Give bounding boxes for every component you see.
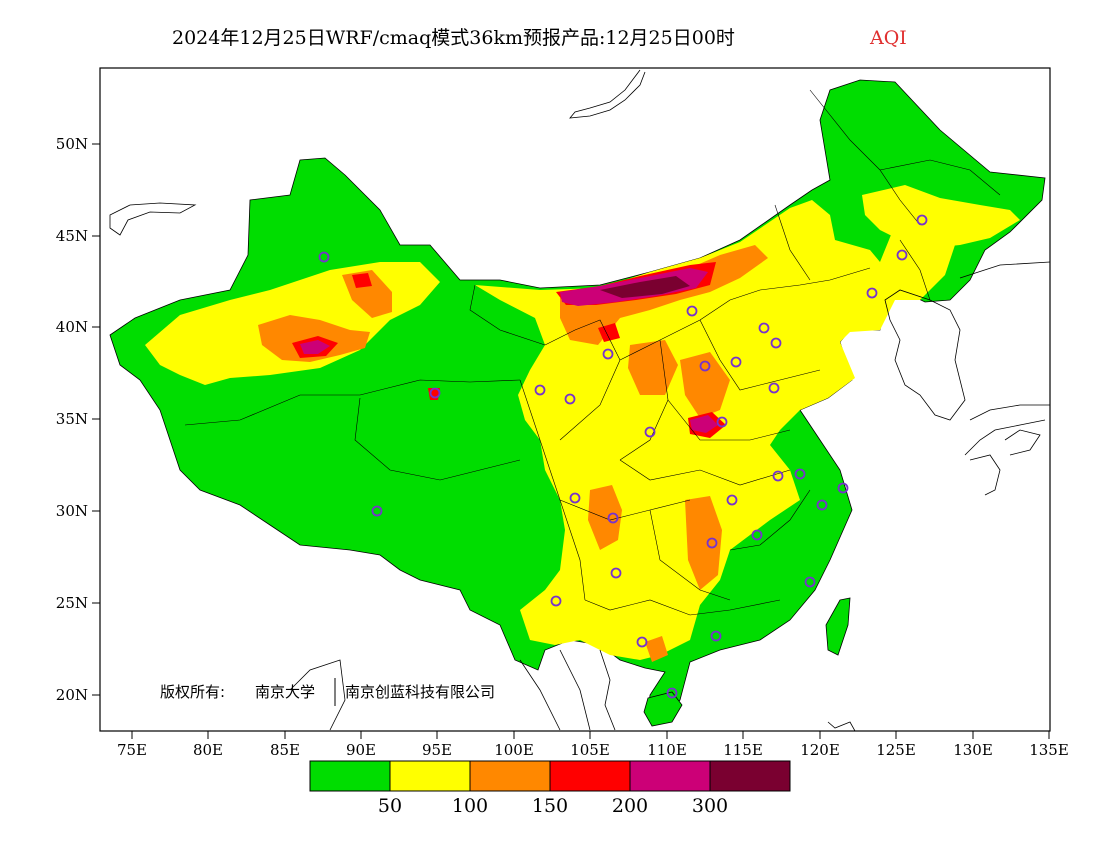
city-marker <box>816 499 828 511</box>
city-marker <box>550 595 562 607</box>
region-orange-sichuan <box>588 485 622 550</box>
city-marker <box>534 384 546 396</box>
city-marker <box>772 470 784 482</box>
region-magenta-xj <box>300 340 330 354</box>
region-orange-guangxi <box>645 636 668 662</box>
city-marker <box>837 482 849 494</box>
copyright-org2: 南京创蓝科技有限公司 <box>345 683 495 701</box>
city-marker <box>686 305 698 317</box>
region-taiwan <box>825 597 851 656</box>
lon-label: 100E <box>494 741 534 759</box>
lat-labels: 50N 45N 40N 35N 30N 25N 20N <box>56 135 88 704</box>
city-marker <box>636 636 648 648</box>
lat-label: 50N <box>56 135 88 153</box>
city-marker <box>804 576 816 588</box>
lon-label: 135E <box>1029 741 1069 759</box>
lon-label: 125E <box>876 741 916 759</box>
city-marker <box>607 512 619 524</box>
legend-color-box <box>629 760 711 792</box>
lon-label: 110E <box>647 741 687 759</box>
city-marker <box>751 529 763 541</box>
map-area: 版权所有: 南京大学 南京创蓝科技有限公司 <box>109 69 1050 731</box>
region-orange-henan <box>680 352 730 418</box>
legend-label: 300 <box>692 795 728 817</box>
lon-axis <box>131 731 1050 739</box>
lon-label: 75E <box>117 741 147 759</box>
province-boundaries <box>184 89 1001 616</box>
city-marker <box>794 468 806 480</box>
lat-axis <box>92 143 100 696</box>
lon-label: 115E <box>723 741 763 759</box>
lat-label: 25N <box>56 594 88 612</box>
map-frame <box>99 67 1051 732</box>
city-marker <box>666 687 678 699</box>
city-marker <box>726 494 738 506</box>
region-red-xj2 <box>352 273 372 288</box>
legend-color-box <box>709 760 791 792</box>
city-markers <box>318 214 928 699</box>
legend-label: 150 <box>532 795 568 817</box>
city-marker <box>371 505 383 517</box>
region-maroon-north <box>600 276 690 298</box>
city-marker <box>866 287 878 299</box>
region-hainan <box>643 691 683 727</box>
copyright-prefix: 版权所有: <box>160 683 225 701</box>
city-marker <box>770 337 782 349</box>
city-marker <box>768 382 780 394</box>
legend: 50 100 150 200 300 <box>309 760 791 817</box>
lat-label: 20N <box>56 686 88 704</box>
city-marker <box>699 360 711 372</box>
lon-label: 85E <box>270 741 300 759</box>
lon-label: 120E <box>800 741 840 759</box>
city-marker <box>758 322 770 334</box>
city-marker <box>706 537 718 549</box>
lon-label: 95E <box>422 741 452 759</box>
city-marker <box>318 251 330 263</box>
lon-labels: 75E 80E 85E 90E 95E 100E 105E 110E 115E … <box>117 741 1069 759</box>
lat-label: 35N <box>56 410 88 428</box>
legend-color-box <box>309 760 391 792</box>
city-marker <box>569 492 581 504</box>
lon-label: 90E <box>346 741 376 759</box>
region-yellow-ne <box>862 185 1020 248</box>
lat-label: 45N <box>56 227 88 245</box>
city-marker <box>429 387 441 399</box>
map-title: 2024年12月25日WRF/cmaq模式36km预报产品:12月25日00时 <box>172 27 735 49</box>
lon-label: 130E <box>953 741 993 759</box>
lon-label: 105E <box>570 741 610 759</box>
coastlines <box>109 69 1050 731</box>
legend-color-boxes <box>309 760 791 792</box>
lat-label: 40N <box>56 318 88 336</box>
city-marker <box>710 630 722 642</box>
legend-label: 200 <box>612 795 648 817</box>
lat-label: 30N <box>56 502 88 520</box>
lon-label: 80E <box>193 741 223 759</box>
map-variable: AQI <box>869 27 907 49</box>
city-marker <box>716 416 728 428</box>
city-marker <box>896 249 908 261</box>
legend-color-box <box>469 760 551 792</box>
region-magenta-henan <box>690 415 718 433</box>
city-marker <box>644 426 656 438</box>
city-marker <box>602 348 614 360</box>
city-marker <box>610 567 622 579</box>
city-marker <box>730 356 742 368</box>
region-orange-hunan <box>685 496 722 590</box>
legend-color-box <box>389 760 471 792</box>
copyright-org1: 南京大学 <box>255 683 315 701</box>
region-red-shaanxi <box>598 323 620 342</box>
legend-label: 50 <box>378 795 402 817</box>
legend-color-box <box>549 760 631 792</box>
city-marker <box>564 393 576 405</box>
city-marker <box>916 214 928 226</box>
legend-label: 100 <box>452 795 488 817</box>
